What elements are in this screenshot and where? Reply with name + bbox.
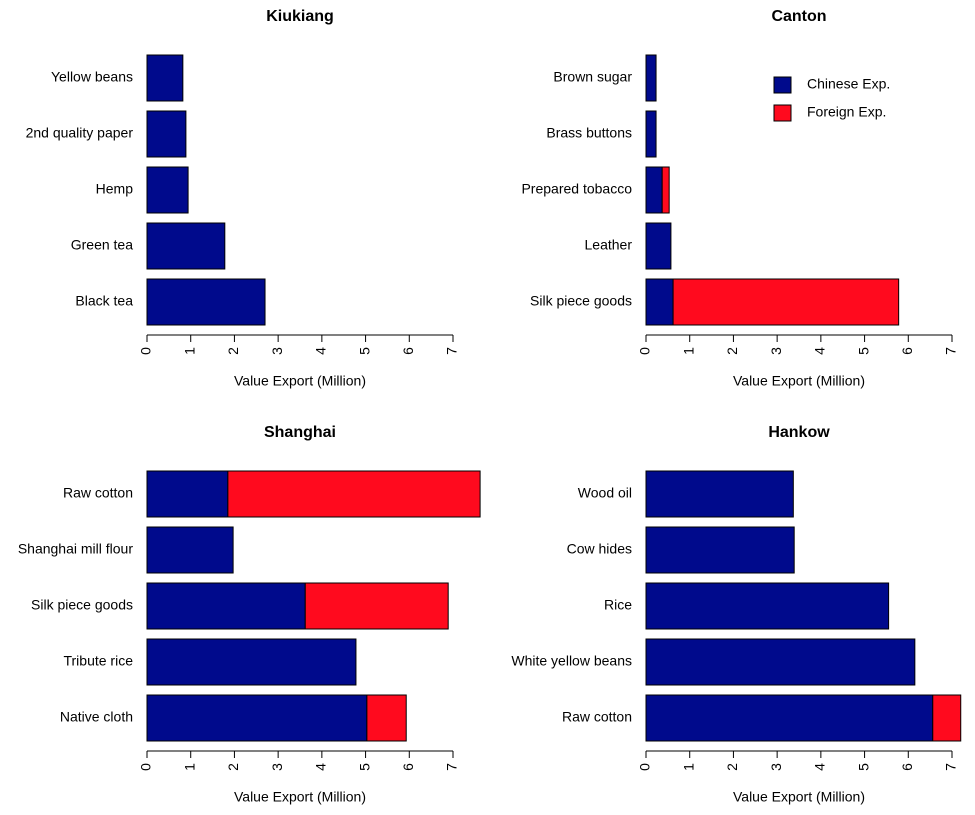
bar-segment: [146, 110, 187, 158]
x-tick-label: 6: [400, 763, 416, 771]
x-tick-label: 0: [637, 763, 653, 771]
bar-segment: [227, 470, 481, 518]
bar-segment: [146, 278, 266, 326]
x-tick-label: 2: [225, 763, 241, 771]
x-tick-label: 3: [768, 347, 784, 355]
x-tick-label: 5: [855, 763, 871, 771]
category-label: Shanghai mill flour: [18, 541, 134, 557]
x-tick-label: 6: [899, 347, 915, 355]
x-tick-label: 5: [356, 347, 372, 355]
category-label: Black tea: [75, 293, 133, 309]
bar-segment: [645, 638, 916, 686]
bar-segment: [146, 166, 189, 214]
bar-segment: [304, 582, 449, 630]
panel-title: Shanghai: [264, 424, 336, 441]
category-label: Hemp: [96, 181, 134, 197]
category-label: Tribute rice: [63, 653, 133, 669]
bar-segment: [146, 54, 184, 102]
category-label: White yellow beans: [511, 653, 632, 669]
panel-title: Hankow: [768, 424, 830, 441]
x-tick-label: 7: [444, 347, 460, 355]
x-tick-label: 4: [313, 347, 329, 355]
bar-segment: [645, 222, 672, 270]
category-label: Raw cotton: [562, 709, 632, 725]
x-tick-label: 3: [269, 763, 285, 771]
category-label: Prepared tobacco: [521, 181, 632, 197]
category-label: Brown sugar: [553, 69, 632, 85]
bar-segment: [645, 694, 934, 742]
x-tick-label: 3: [768, 763, 784, 771]
x-tick-label: 2: [225, 347, 241, 355]
x-tick-label: 3: [269, 347, 285, 355]
panel-title: Canton: [771, 8, 826, 25]
category-label: Brass buttons: [546, 125, 632, 141]
bar-segment: [366, 694, 407, 742]
x-tick-label: 1: [181, 347, 197, 355]
x-tick-label: 4: [812, 763, 828, 771]
x-tick-label: 1: [680, 763, 696, 771]
category-label: Yellow beans: [51, 69, 133, 85]
category-label: 2nd quality paper: [26, 125, 134, 141]
panel: Canton Value Export (Million) 0 1 2 3 4 5 6 7 Brow…: [521, 8, 958, 388]
category-label: Rice: [604, 597, 632, 613]
x-axis-label: Value Export (Million): [733, 789, 865, 805]
x-tick-label: 1: [680, 347, 696, 355]
x-axis-label: Value Export (Million): [733, 373, 865, 389]
x-tick-label: 0: [637, 347, 653, 355]
x-tick-label: 4: [812, 347, 828, 355]
bar-segment: [645, 582, 890, 630]
bar-segment: [645, 110, 657, 158]
x-tick-label: 2: [724, 347, 740, 355]
x-tick-label: 5: [356, 763, 372, 771]
legend-swatch: [773, 76, 792, 94]
panel: Hankow Value Export (Million) 0 1 2 3 4 5 6 7 Wood…: [511, 424, 962, 805]
bar-segment: [146, 582, 306, 630]
x-tick-label: 6: [899, 763, 915, 771]
panel-title: Kiukiang: [266, 8, 334, 25]
x-tick-label: 7: [444, 763, 460, 771]
legend-label: Chinese Exp.: [807, 76, 890, 92]
category-label: Raw cotton: [63, 485, 133, 501]
x-tick-label: 2: [724, 763, 740, 771]
x-tick-label: 7: [943, 763, 959, 771]
bar-segment: [661, 166, 670, 214]
category-label: Cow hides: [567, 541, 632, 557]
bar-segment: [645, 166, 663, 214]
x-tick-label: 0: [138, 763, 154, 771]
bar-segment: [932, 694, 962, 742]
x-tick-label: 0: [138, 347, 154, 355]
x-tick-label: 1: [181, 763, 197, 771]
x-axis-label: Value Export (Million): [234, 789, 366, 805]
bar-segment: [146, 694, 368, 742]
bar-segment: [146, 526, 234, 574]
bar-segment: [672, 278, 900, 326]
category-label: Native cloth: [60, 709, 133, 725]
x-axis-label: Value Export (Million): [234, 373, 366, 389]
bar-segment: [645, 470, 794, 518]
panel: Shanghai Value Export (Million) 0 1 2 3 4 5 6 7 Ra…: [18, 424, 481, 805]
bar-segment: [146, 222, 226, 270]
panel: Kiukiang Value Export (Million) 0 1 2 3 4 5 6 7 Ye…: [26, 8, 460, 388]
x-tick-label: 4: [313, 763, 329, 771]
category-label: Silk piece goods: [530, 293, 632, 309]
legend-swatch: [773, 104, 792, 122]
legend-label: Foreign Exp.: [807, 104, 886, 120]
category-label: Green tea: [71, 237, 133, 253]
x-tick-label: 5: [855, 347, 871, 355]
bar-segment: [645, 54, 657, 102]
category-label: Silk piece goods: [31, 597, 133, 613]
bar-segment: [645, 278, 674, 326]
bar-segment: [146, 470, 229, 518]
category-label: Wood oil: [578, 485, 632, 501]
bar-segment: [146, 638, 357, 686]
category-label: Leather: [585, 237, 633, 253]
x-tick-label: 7: [943, 347, 959, 355]
x-tick-label: 6: [400, 347, 416, 355]
bar-segment: [645, 526, 795, 574]
